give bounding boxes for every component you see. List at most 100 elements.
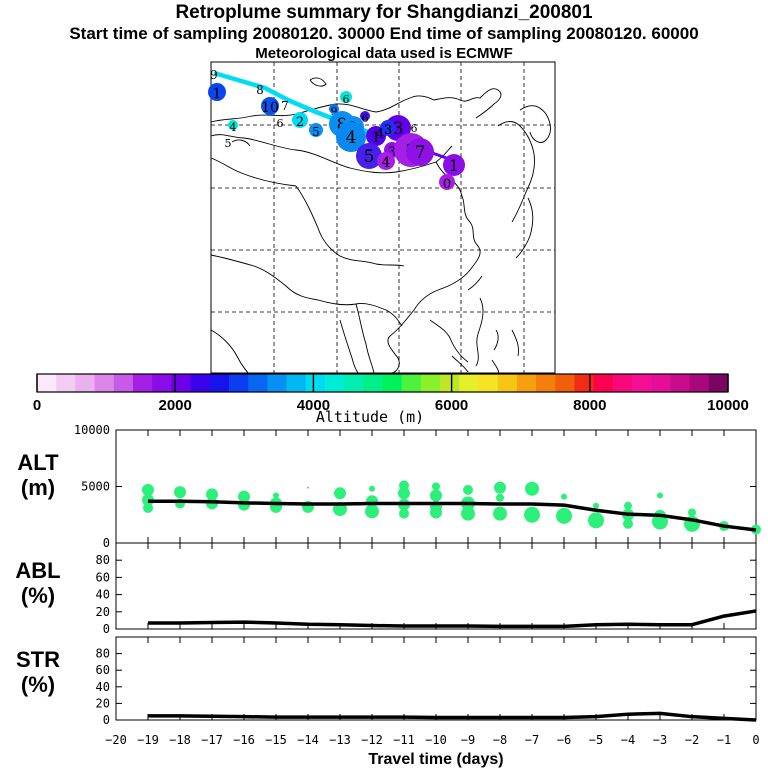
trajectory-marker: 7 — [281, 99, 289, 113]
x-tick-label: −17 — [201, 733, 223, 747]
altitude-point — [142, 483, 154, 496]
colorbar-swatch — [459, 374, 480, 392]
trajectory-marker-label: 4 — [230, 121, 237, 134]
y-tick-label: 0 — [103, 536, 110, 550]
trajectory-marker-label: 3 — [393, 119, 404, 139]
colorbar-swatch — [632, 374, 652, 392]
colorbar-tick-label: 0 — [33, 397, 41, 414]
trajectory-marker: 5 — [356, 143, 382, 169]
trajectory-marker-label: 1 — [449, 156, 459, 175]
trajectory-marker-label: 3 — [388, 145, 396, 160]
panel-y-label: ABL — [15, 558, 60, 583]
colorbar-swatch — [670, 374, 691, 392]
altitude-point — [430, 506, 442, 519]
colorbar-swatch — [651, 374, 672, 392]
trajectory-marker: 10 — [261, 97, 279, 116]
altitude-point — [430, 489, 442, 502]
colorbar-tick-label: 6000 — [435, 397, 468, 414]
y-tick-label: 40 — [96, 680, 110, 694]
colorbar-swatch — [286, 374, 307, 392]
y-tick-label: 20 — [96, 696, 110, 710]
altitude-point — [493, 506, 507, 521]
panel-y-label: (%) — [21, 672, 55, 697]
altitude-point — [365, 504, 379, 519]
trajectory-marker-label: 4 — [382, 155, 391, 171]
abl-panel: ABL(%) 0 20 40 60 80 — [15, 543, 757, 636]
map-coastlines-borders — [210, 77, 551, 374]
trajectory-marker: 1 — [208, 83, 226, 102]
altitude-point — [688, 508, 696, 517]
y-tick-label: 0 — [103, 713, 110, 727]
colorbar-swatch — [324, 374, 345, 392]
colorbar-swatch — [382, 374, 403, 392]
retroplume-map: 98110766924558246135342710346 — [208, 61, 556, 374]
trajectory-marker-label: 10 — [261, 100, 279, 116]
y-tick-label: 0 — [103, 622, 110, 636]
figure-title: Retroplume summary for Shangdianzi_20080… — [175, 2, 593, 23]
altitude-point — [399, 508, 409, 519]
colorbar-tick-label: 2000 — [159, 397, 192, 414]
trajectory-marker-label: 5 — [364, 147, 375, 167]
trajectory-marker-label: 4 — [346, 128, 357, 148]
trajectory-marker: 9 — [210, 68, 218, 82]
x-tick-label: −19 — [137, 733, 159, 747]
trajectory-marker-label: 4 — [376, 127, 384, 142]
altitude-colorbar: 0 2000 4000 6000 8000 10000 Altitude (m) — [33, 373, 749, 426]
colorbar-swatch — [497, 374, 518, 392]
trajectory-marker: 9 — [329, 104, 339, 118]
altitude-point — [524, 506, 540, 523]
altitude-point — [556, 507, 572, 524]
colorbar-swatch — [440, 374, 460, 392]
trajectory-marker: 4 — [376, 127, 384, 142]
colorbar-swatch — [190, 374, 211, 392]
altitude-point — [623, 518, 633, 529]
map-markers: 98110766924558246135342710346 — [208, 68, 465, 192]
str-panel-frame — [115, 636, 757, 721]
y-tick-label: 5000 — [81, 480, 110, 494]
trajectory-marker-label: 8 — [256, 83, 264, 97]
y-tick-label: 10000 — [74, 423, 110, 437]
colorbar-swatch — [593, 374, 614, 392]
colorbar-swatch — [612, 374, 633, 392]
x-tick-label: −18 — [169, 733, 191, 747]
y-tick-label: 80 — [96, 647, 110, 661]
sampling-time-subtitle: Start time of sampling 20080120. 30000 E… — [69, 24, 699, 43]
mean-altitude-line — [148, 499, 757, 532]
altitude-point — [461, 506, 475, 521]
panel-y-label: STR — [16, 647, 60, 672]
series-line — [148, 609, 757, 629]
x-tick-label: −20 — [105, 733, 127, 747]
trajectory-marker: 5 — [309, 123, 323, 139]
altitude-point — [463, 484, 473, 495]
trajectory-marker-label: 5 — [312, 125, 320, 139]
trajectory-marker: 6 — [360, 111, 370, 125]
trajectory-marker: 6 — [411, 122, 418, 135]
x-tick-label: −12 — [361, 733, 383, 747]
alt-panel: ALT(m) 0 5000 10000 — [17, 423, 761, 550]
abl-panel-frame — [115, 542, 757, 630]
trajectory-marker: 4 — [228, 120, 238, 134]
x-axis-label: Travel time (days) — [368, 751, 503, 768]
x-tick-label: −4 — [621, 733, 635, 747]
trajectory-marker: 0 — [439, 174, 455, 192]
x-tick-label: −1 — [717, 733, 731, 747]
trajectory-marker: 5 — [225, 137, 232, 150]
trajectory-marker: 7 — [406, 138, 434, 166]
trajectory-marker-label: 9 — [331, 105, 338, 118]
x-tick-label: −9 — [461, 733, 475, 747]
colorbar-swatch — [555, 374, 576, 392]
altitude-point — [307, 486, 309, 489]
colorbar-swatch — [401, 374, 422, 392]
altitude-point — [657, 492, 663, 499]
trajectory-marker: 6 — [277, 117, 284, 130]
colorbar-tick-label: 10000 — [707, 397, 749, 414]
altitude-point — [143, 502, 153, 513]
x-tick-label: −3 — [653, 733, 667, 747]
colorbar-swatch — [152, 374, 172, 392]
trajectory-marker-label: 2 — [296, 115, 304, 130]
altitude-point — [496, 493, 504, 502]
colorbar-swatch — [113, 374, 134, 392]
altitude-point — [561, 493, 567, 500]
